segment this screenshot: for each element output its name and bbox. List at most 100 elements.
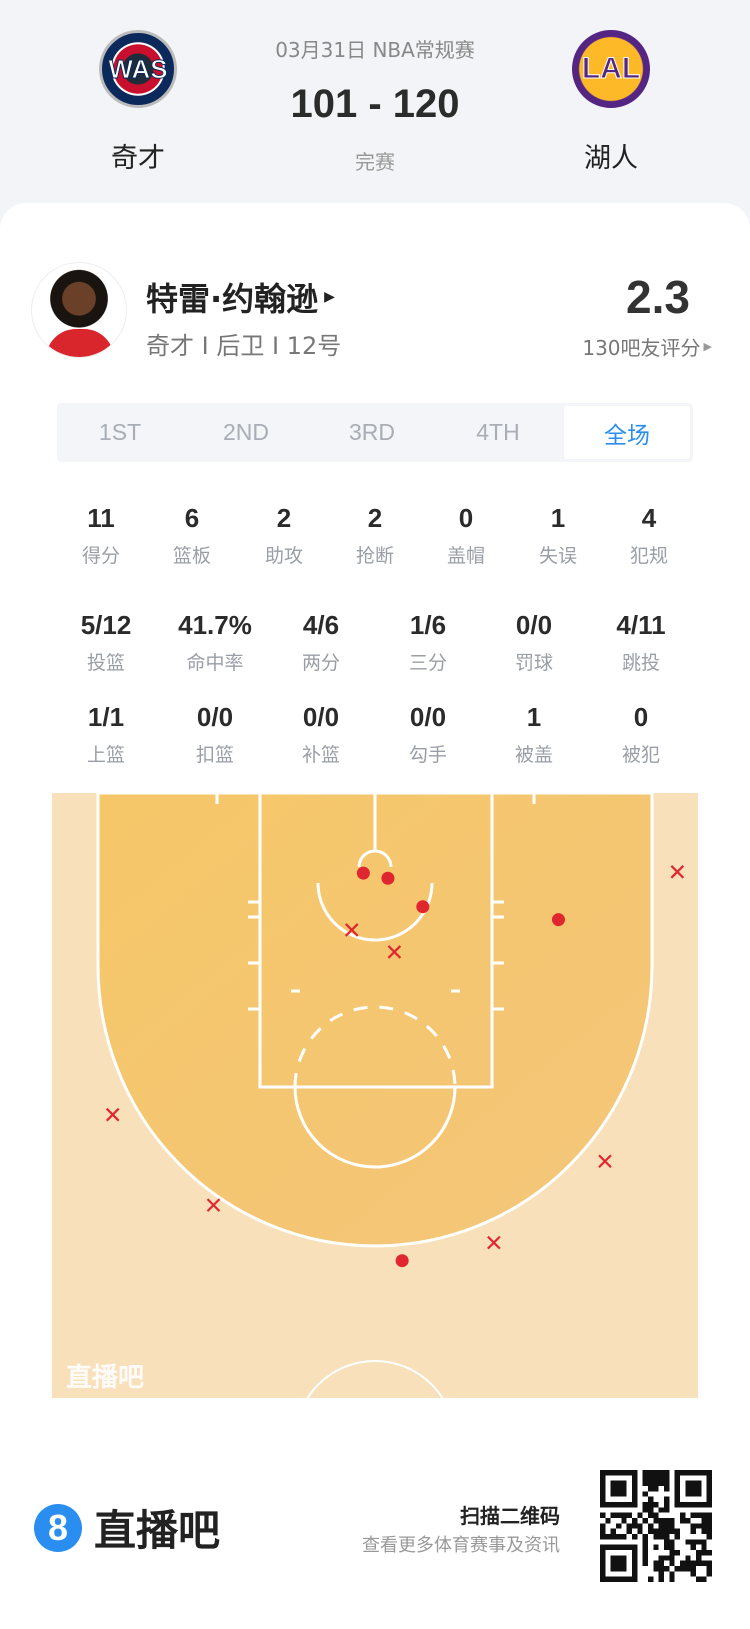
brand-8-icon: 8	[34, 1503, 82, 1552]
shot-made-dot	[416, 900, 430, 914]
stat-item: 0/0 扣篮	[160, 702, 270, 767]
player-info: 奇才 I 后卫 I 12号	[146, 332, 342, 360]
stat-item: 41.7% 命中率	[160, 610, 270, 675]
stat-item: 4/6 两分	[266, 610, 376, 675]
stat-label: 扣篮	[195, 744, 234, 766]
shot-made-dot	[395, 1254, 409, 1268]
stat-value: 2	[276, 503, 292, 533]
stat-label: 被犯	[621, 744, 660, 766]
player-name-link[interactable]: 特雷·约翰逊 ▶	[146, 274, 335, 320]
tab-4th[interactable]: 4TH	[476, 419, 520, 445]
stat-label: 投篮	[86, 652, 125, 674]
stat-item: 0 被犯	[586, 702, 696, 767]
stat-value: 2	[367, 503, 383, 533]
stat-item: 2 抢断	[320, 503, 430, 568]
shot-missed-x	[387, 945, 402, 959]
player-rating: 2.3	[626, 271, 690, 323]
stat-item: 1 被盖	[479, 702, 589, 767]
stat-value: 4	[641, 503, 657, 533]
stat-value: 6	[184, 503, 200, 533]
stat-label: 上篮	[86, 744, 125, 766]
stat-value: 0	[633, 702, 649, 732]
three-point-area	[96, 793, 654, 1248]
stat-item: 6 篮板	[137, 503, 247, 568]
stat-item: 1 失误	[503, 503, 613, 568]
stat-item: 0 盖帽	[411, 503, 521, 568]
caret-right-icon: ▶	[324, 289, 335, 305]
stat-label: 罚球	[514, 652, 553, 674]
tab-1st[interactable]: 1ST	[98, 419, 142, 445]
scan-subtitle: 查看更多体育赛事及资讯	[362, 1535, 560, 1556]
rating-count-label: 130吧友评分	[582, 336, 701, 360]
stat-item: 0/0 补篮	[266, 702, 376, 767]
stat-value: 0	[458, 503, 474, 533]
period-tabs: 1ST 2ND 3RD 4TH 全场	[57, 403, 693, 462]
stat-value: 0/0	[515, 610, 553, 640]
stat-label: 被盖	[514, 744, 553, 766]
stat-label: 抢断	[355, 545, 394, 567]
stat-label: 补篮	[301, 744, 340, 766]
player-avatar[interactable]	[31, 262, 127, 358]
stat-value: 1	[526, 702, 542, 732]
stat-label: 盖帽	[446, 545, 485, 567]
stat-label: 犯规	[629, 545, 668, 567]
stat-value: 5/12	[80, 610, 132, 640]
home-team-logo[interactable]: WAS	[99, 30, 177, 108]
tab-3rd[interactable]: 3RD	[348, 419, 395, 445]
home-team-name[interactable]: 奇才	[111, 143, 165, 174]
stat-item: 4 犯规	[594, 503, 704, 568]
stat-label: 得分	[81, 545, 120, 567]
shot-made-dot	[551, 913, 565, 927]
shot-missed-x	[598, 1154, 612, 1168]
stat-label: 命中率	[186, 652, 244, 674]
stat-value: 0/0	[409, 702, 447, 732]
caret-right-icon: ▶	[703, 340, 712, 353]
shot-chart: 直播吧	[52, 793, 698, 1398]
player-name: 特雷·约翰逊	[146, 280, 319, 318]
stat-item: 2 助攻	[229, 503, 339, 568]
shot-made-dot	[381, 871, 395, 885]
shot-missed-x	[487, 1235, 501, 1250]
shot-made-dot	[356, 866, 370, 880]
shot-markers	[105, 865, 685, 1268]
stat-item: 5/12 投篮	[51, 610, 161, 675]
shot-missed-x	[344, 923, 359, 937]
away-team-logo[interactable]: LAL	[572, 30, 650, 108]
stat-value: 1/1	[87, 702, 125, 732]
stat-value: 1/6	[409, 610, 447, 640]
stat-value: 1	[550, 503, 566, 533]
stat-item: 4/11 跳投	[586, 610, 696, 675]
stat-item: 0/0 罚球	[479, 610, 589, 675]
qr-code[interactable]	[600, 1470, 712, 1582]
shot-missed-x	[670, 865, 685, 879]
match-date-league: 03月31日 NBA常规赛	[275, 38, 475, 62]
stat-label: 两分	[301, 652, 340, 674]
stat-value: 0/0	[196, 702, 234, 732]
stat-value: 0/0	[302, 702, 340, 732]
scan-title: 扫描二维码	[460, 1504, 560, 1528]
rating-link[interactable]: 130吧友评分 ▶	[582, 332, 712, 361]
court-watermark: 直播吧	[66, 1363, 144, 1393]
shot-missed-x	[206, 1198, 221, 1212]
stat-label: 助攻	[264, 545, 303, 567]
match-score: 101 - 120	[290, 82, 460, 126]
stat-label: 勾手	[408, 744, 447, 766]
court-lines	[215, 793, 536, 1398]
match-status: 完赛	[355, 150, 395, 174]
stat-item: 1/1 上篮	[51, 702, 161, 767]
brand-logo: 8 直播吧	[34, 1497, 220, 1558]
stat-value: 11	[87, 503, 115, 533]
stat-item: 11 得分	[46, 503, 156, 568]
stat-value: 4/11	[616, 610, 666, 640]
stat-label: 篮板	[172, 545, 211, 567]
tab-2nd[interactable]: 2ND	[222, 419, 269, 445]
stat-value: 41.7%	[178, 610, 252, 640]
tab-full-game[interactable]: 全场	[564, 406, 690, 459]
stat-label: 失误	[538, 545, 577, 567]
stat-label: 三分	[408, 652, 447, 674]
brand-name: 直播吧	[94, 1506, 221, 1555]
stat-item: 1/6 三分	[373, 610, 483, 675]
shot-missed-x	[105, 1107, 120, 1122]
away-team-name[interactable]: 湖人	[584, 143, 638, 174]
stat-label: 跳投	[621, 652, 660, 674]
